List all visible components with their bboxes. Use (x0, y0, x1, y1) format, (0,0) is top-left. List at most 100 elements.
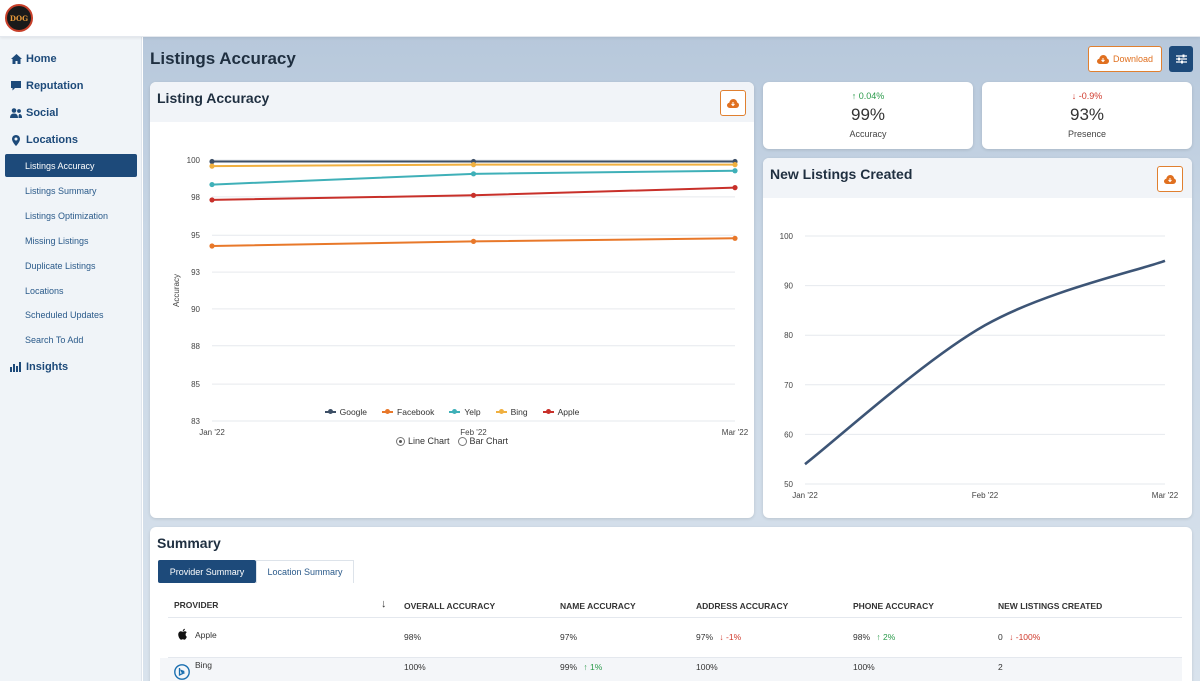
sidebar-subitem-locations[interactable]: Locations (25, 286, 64, 296)
sidebar-subitem-scheduled-updates[interactable]: Scheduled Updates (25, 310, 104, 320)
legend-label: Apple (557, 407, 580, 417)
sidebar-item-label: Insights (26, 361, 69, 373)
legend-item-google[interactable]: Google (324, 407, 368, 417)
data-point-bing[interactable] (470, 162, 477, 168)
legend-label: Yelp (464, 407, 481, 417)
address-change: -1% (726, 632, 742, 642)
stat-value: 93% (1069, 105, 1105, 124)
download-button[interactable]: Download (1088, 46, 1162, 72)
apple-icon (177, 628, 188, 642)
column-header-phone-accuracy[interactable]: PHONE ACCURACY (853, 601, 934, 611)
x-tick-label: Jan '22 (199, 428, 225, 437)
phone-change: 2% (883, 632, 896, 642)
legend-label: Google (339, 407, 368, 417)
new-change: -100% (1015, 632, 1041, 642)
legend-item-facebook[interactable]: Facebook (382, 407, 434, 417)
summary-card: Summary Provider Summary Location Summar… (150, 527, 1192, 681)
column-header-provider[interactable]: PROVIDER (174, 600, 219, 610)
arrow-down-icon: ↓ (1009, 632, 1014, 642)
map-pin-icon (10, 134, 22, 146)
comment-icon (10, 80, 22, 92)
phone-value: 98% (853, 632, 871, 642)
brand-logo[interactable]: DOG (5, 4, 33, 32)
download-label: Download (1112, 54, 1154, 64)
data-point-yelp[interactable] (209, 181, 215, 188)
sidebar: Home Reputation Social Locations Listing… (0, 37, 142, 681)
sidebar-item-label: Reputation (26, 80, 84, 92)
legend-swatch (495, 409, 507, 414)
data-point-apple[interactable] (732, 185, 738, 191)
y-tick-label: 50 (784, 480, 793, 489)
sort-button[interactable]: ↓ (381, 598, 387, 610)
series-line-series (804, 259, 1166, 466)
legend-item-yelp[interactable]: Yelp (449, 407, 481, 417)
y-tick-label: 98 (191, 193, 200, 202)
data-point-google[interactable] (209, 158, 215, 165)
data-point-apple[interactable] (470, 192, 477, 198)
legend-label: Facebook (397, 407, 435, 417)
y-tick-label: 100 (780, 232, 794, 241)
sidebar-item-home[interactable]: Home (10, 53, 57, 65)
sidebar-item-reputation[interactable]: Reputation (10, 80, 83, 92)
data-point-facebook[interactable] (470, 238, 477, 244)
bar-chart-icon (10, 361, 22, 373)
accuracy-download-button[interactable] (720, 90, 746, 116)
tab-provider-summary[interactable]: Provider Summary (158, 560, 256, 583)
new-listings-download-button[interactable] (1157, 166, 1183, 192)
column-header-new-listings-created[interactable]: NEW LISTINGS CREATED (998, 601, 1103, 611)
cloud-download-icon (1096, 54, 1109, 64)
arrow-down-icon: ↓ (1071, 91, 1077, 101)
y-tick-label: 93 (191, 268, 200, 277)
x-tick-label: Feb '22 (460, 428, 487, 437)
arrow-up-icon: ↑ (851, 91, 857, 101)
data-point-apple[interactable] (209, 197, 215, 203)
card-title: New Listings Created (770, 166, 913, 182)
sidebar-item-social[interactable]: Social (10, 107, 58, 119)
data-point-yelp[interactable] (732, 168, 738, 174)
sidebar-subitem-search-to-add[interactable]: Search To Add (25, 335, 84, 345)
sidebar-subitem-duplicate-listings[interactable]: Duplicate Listings (25, 261, 96, 271)
chart-legend: Google Facebook Yelp Bing Apple (150, 407, 754, 417)
overall-accuracy: 98% (404, 632, 422, 642)
stat-change: ↓ -0.9% (982, 91, 1192, 101)
data-point-facebook[interactable] (732, 235, 738, 241)
data-point-yelp[interactable] (470, 171, 477, 177)
data-point-bing[interactable] (209, 163, 215, 169)
column-header-address-accuracy[interactable]: ADDRESS ACCURACY (696, 601, 789, 611)
line-chart-radio[interactable]: Line Chart (395, 436, 450, 446)
y-tick-label: 70 (784, 381, 793, 390)
legend-item-bing[interactable]: Bing (495, 407, 528, 417)
sidebar-subitem-listings-summary[interactable]: Listings Summary (25, 186, 97, 196)
sidebar-item-label: Locations (26, 134, 78, 146)
legend-item-apple[interactable]: Apple (542, 407, 580, 417)
home-icon (10, 53, 22, 65)
sidebar-item-locations[interactable]: Locations (10, 134, 78, 146)
card-title: Summary (157, 535, 221, 551)
radio-label: Line Chart (407, 436, 450, 446)
column-header-overall-accuracy[interactable]: OVERALL ACCURACY (404, 601, 496, 611)
row-background (160, 658, 1182, 681)
overall-accuracy: 100% (404, 662, 426, 672)
chart-type-selector: Line Chart Bar Chart (150, 436, 754, 446)
y-tick-label: 60 (784, 430, 793, 439)
y-tick-label: 95 (191, 231, 200, 240)
sidebar-item-insights[interactable]: Insights (10, 361, 68, 373)
y-tick-label: 90 (191, 305, 200, 314)
sidebar-subitem-listings-optimization[interactable]: Listings Optimization (25, 211, 109, 221)
x-tick-label: Mar '22 (1152, 491, 1179, 500)
tab-location-summary[interactable]: Location Summary (256, 560, 354, 583)
sidebar-subitem-missing-listings[interactable]: Missing Listings (25, 236, 89, 246)
data-point-facebook[interactable] (209, 243, 215, 249)
address-accuracy: 100% (696, 662, 718, 672)
bar-chart-radio[interactable]: Bar Chart (457, 436, 509, 446)
card-header (150, 82, 754, 122)
sidebar-subitem-listings-accuracy[interactable]: Listings Accuracy (5, 154, 137, 177)
stat-change-value: 0.04% (858, 91, 885, 101)
legend-label: Bing (510, 407, 528, 417)
data-point-bing[interactable] (732, 162, 738, 168)
column-header-name-accuracy[interactable]: NAME ACCURACY (560, 601, 636, 611)
settings-button[interactable] (1169, 46, 1193, 72)
stat-label: Presence (1067, 129, 1107, 139)
radio-label: Bar Chart (469, 436, 509, 446)
sidebar-item-label: Home (26, 53, 57, 65)
